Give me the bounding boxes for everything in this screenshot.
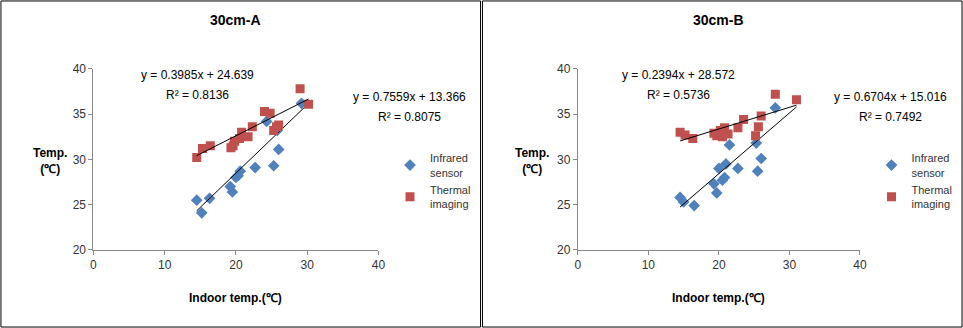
svg-text:10: 10 bbox=[158, 258, 172, 272]
svg-text:R² = 0.8075: R² = 0.8075 bbox=[378, 110, 441, 124]
svg-text:Infraredsensor: Infraredsensor bbox=[912, 152, 950, 178]
svg-text:Indoor temp.(℃): Indoor temp.(℃) bbox=[672, 291, 765, 305]
svg-text:40: 40 bbox=[372, 258, 386, 272]
svg-text:Temp.(℃): Temp.(℃) bbox=[33, 146, 67, 176]
svg-text:40: 40 bbox=[73, 62, 87, 76]
svg-text:R² = 0.8136: R² = 0.8136 bbox=[166, 88, 229, 102]
svg-text:y = 0.2394x + 28.572: y = 0.2394x + 28.572 bbox=[622, 68, 735, 82]
svg-text:Thermalimaging: Thermalimaging bbox=[912, 184, 952, 210]
svg-text:30cm-A: 30cm-A bbox=[210, 12, 261, 28]
svg-text:25: 25 bbox=[73, 198, 87, 212]
svg-text:25: 25 bbox=[557, 198, 571, 212]
svg-text:20: 20 bbox=[712, 258, 726, 272]
svg-text:10: 10 bbox=[642, 258, 656, 272]
svg-text:20: 20 bbox=[229, 258, 243, 272]
svg-text:40: 40 bbox=[557, 62, 571, 76]
svg-text:Thermalimaging: Thermalimaging bbox=[430, 184, 470, 210]
svg-text:30: 30 bbox=[301, 258, 315, 272]
svg-text:40: 40 bbox=[853, 258, 867, 272]
svg-text:0: 0 bbox=[574, 258, 581, 272]
svg-text:20: 20 bbox=[557, 243, 571, 257]
svg-text:y = 0.6704x + 15.016: y = 0.6704x + 15.016 bbox=[834, 90, 947, 104]
svg-text:30cm-B: 30cm-B bbox=[693, 12, 744, 28]
svg-text:30: 30 bbox=[783, 258, 797, 272]
svg-text:30: 30 bbox=[557, 153, 571, 167]
svg-text:Temp.(℃): Temp.(℃) bbox=[515, 146, 549, 176]
svg-text:0: 0 bbox=[90, 258, 97, 272]
svg-text:R² = 0.7492: R² = 0.7492 bbox=[859, 110, 922, 124]
svg-text:Infraredsensor: Infraredsensor bbox=[430, 152, 468, 178]
svg-text:y = 0.3985x + 24.639: y = 0.3985x + 24.639 bbox=[141, 68, 254, 82]
svg-text:R² = 0.5736: R² = 0.5736 bbox=[647, 88, 710, 102]
svg-text:30: 30 bbox=[73, 153, 87, 167]
svg-text:20: 20 bbox=[73, 243, 87, 257]
svg-text:35: 35 bbox=[557, 107, 571, 121]
svg-text:y = 0.7559x + 13.366: y = 0.7559x + 13.366 bbox=[353, 90, 466, 104]
svg-text:35: 35 bbox=[73, 107, 87, 121]
svg-text:Indoor temp.(℃): Indoor temp.(℃) bbox=[189, 291, 282, 305]
